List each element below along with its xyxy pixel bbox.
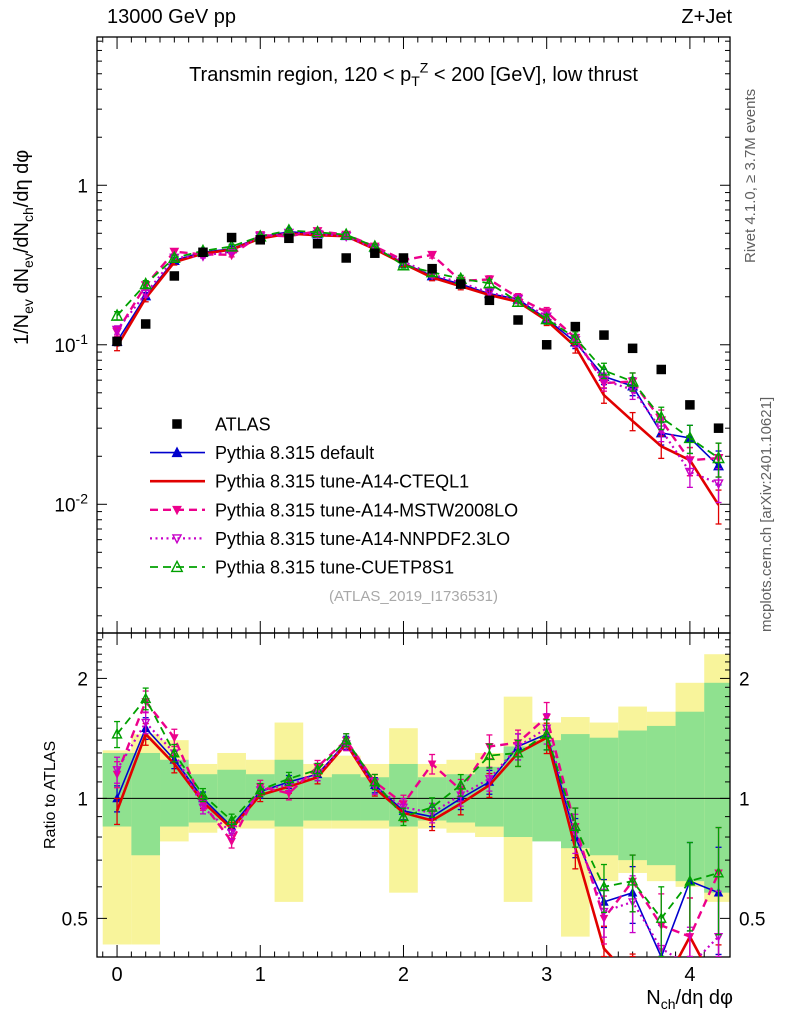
analysis-id-watermark: (ATLAS_2019_I1736531) [328,588,498,605]
uncertainty-bands [102,654,730,945]
svg-text:10-1: 10-1 [54,331,88,357]
svg-text:0.5: 0.5 [739,909,765,930]
atlas-data-points [112,232,724,433]
plot-title: Transmin region, 120 < pTZ < 200 [GeV], … [189,60,638,89]
svg-text:2: 2 [739,669,750,690]
svg-text:Pythia 8.315 tune-A14-MSTW2008: Pythia 8.315 tune-A14-MSTW2008LO [215,500,518,520]
svg-text:10-2: 10-2 [54,490,88,516]
svg-text:1: 1 [739,789,750,810]
svg-text:Pythia 8.315 default: Pythia 8.315 default [215,443,374,463]
svg-text:2: 2 [398,964,409,986]
svg-text:4: 4 [684,964,695,986]
svg-text:2: 2 [77,669,88,690]
process-label: Z+Jet [681,6,732,28]
svg-text:Pythia 8.315 tune-A14-CTEQL1: Pythia 8.315 tune-A14-CTEQL1 [215,472,469,492]
x-axis-title: Nch/dη dφ [646,987,733,1012]
svg-text:0: 0 [111,964,122,986]
svg-text:Pythia 8.315 tune-CUETP8S1: Pythia 8.315 tune-CUETP8S1 [215,558,454,578]
legend: ATLAS Pythia 8.315 default Pythia 8.315 tu… [150,415,518,578]
rivet-version-label: Rivet 4.1.0, ≥ 3.7M events [742,88,759,263]
svg-text:1: 1 [255,964,266,986]
y-axis-title: 1/Nev dNev/dNch/dη dφ [11,150,36,345]
ratio-series [111,687,725,957]
svg-text:1: 1 [77,789,88,810]
main-series [110,223,725,525]
svg-text:3: 3 [541,964,552,986]
mcplots-credit-label: mcplots.cern.ch [arXiv:2401.10621] [758,396,775,632]
svg-text:ATLAS: ATLAS [215,415,271,435]
svg-text:Pythia 8.315 tune-A14-NNPDF2.3: Pythia 8.315 tune-A14-NNPDF2.3LO [215,529,510,549]
axis-ticks [97,37,730,958]
ratio-axis-title: Ratio to ATLAS [42,740,59,849]
svg-text:0.5: 0.5 [62,909,88,930]
svg-text:1: 1 [77,176,88,197]
beam-energy-label: 13000 GeV pp [107,6,236,28]
ratio-panel-frame [96,632,731,958]
